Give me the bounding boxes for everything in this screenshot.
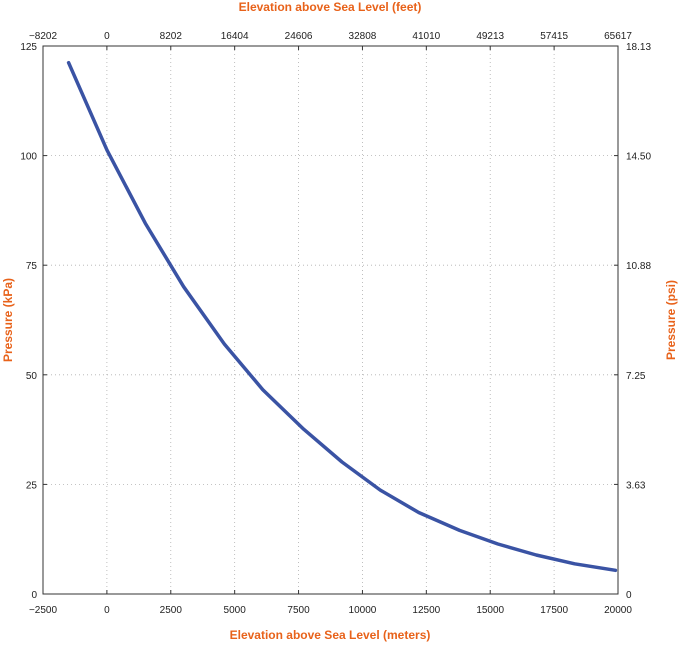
y2-tick-label: 10.88 xyxy=(626,261,651,272)
x2-tick-label: 16404 xyxy=(221,31,249,42)
x-tick-label: 10000 xyxy=(349,605,377,616)
x2-tick-label: 49213 xyxy=(476,31,504,42)
x2-tick-label: −8202 xyxy=(29,31,58,42)
y2-tick-label: 7.25 xyxy=(626,371,646,382)
y2-tick-label: 0 xyxy=(626,590,632,601)
x-tick-label: 5000 xyxy=(224,605,247,616)
x-tick-label: −2500 xyxy=(29,605,58,616)
x-axis-title: Elevation above Sea Level (meters) xyxy=(230,628,431,642)
y-tick-label: 75 xyxy=(26,261,38,272)
x2-tick-label: 57415 xyxy=(540,31,568,42)
plot-frame xyxy=(42,45,619,595)
x-tick-label: 2500 xyxy=(160,605,183,616)
grid xyxy=(43,46,618,594)
x-tick-label: 12500 xyxy=(412,605,440,616)
y-tick-label: 0 xyxy=(31,590,37,601)
x-tick-label: 17500 xyxy=(540,605,568,616)
y2-tick-label: 3.63 xyxy=(626,480,646,491)
y2-tick-label: 18.13 xyxy=(626,42,651,53)
x2-tick-label: 32808 xyxy=(349,31,377,42)
x2-tick-label: 24606 xyxy=(285,31,313,42)
x-tick-label: 15000 xyxy=(476,605,504,616)
x2-tick-label: 41010 xyxy=(412,31,440,42)
x-tick-label: 0 xyxy=(104,605,110,616)
x2-tick-label: 65617 xyxy=(604,31,632,42)
x2-axis-title: Elevation above Sea Level (feet) xyxy=(239,0,422,14)
ticks: −2500−8202002500820250001640475002460610… xyxy=(20,31,651,616)
y-tick-label: 100 xyxy=(20,152,37,163)
pressure-curve-line xyxy=(66,60,618,573)
x-tick-label: 20000 xyxy=(604,605,632,616)
x2-tick-label: 0 xyxy=(104,31,110,42)
y-tick-label: 50 xyxy=(26,371,38,382)
x2-tick-label: 8202 xyxy=(160,31,183,42)
y2-tick-label: 14.50 xyxy=(626,152,651,163)
y-axis-title: Pressure (kPa) xyxy=(1,278,15,362)
y-tick-label: 25 xyxy=(26,480,38,491)
y2-axis-title: Pressure (psi) xyxy=(664,280,678,360)
x-tick-label: 7500 xyxy=(287,605,310,616)
y-tick-label: 125 xyxy=(20,42,37,53)
series-layer xyxy=(66,60,618,573)
